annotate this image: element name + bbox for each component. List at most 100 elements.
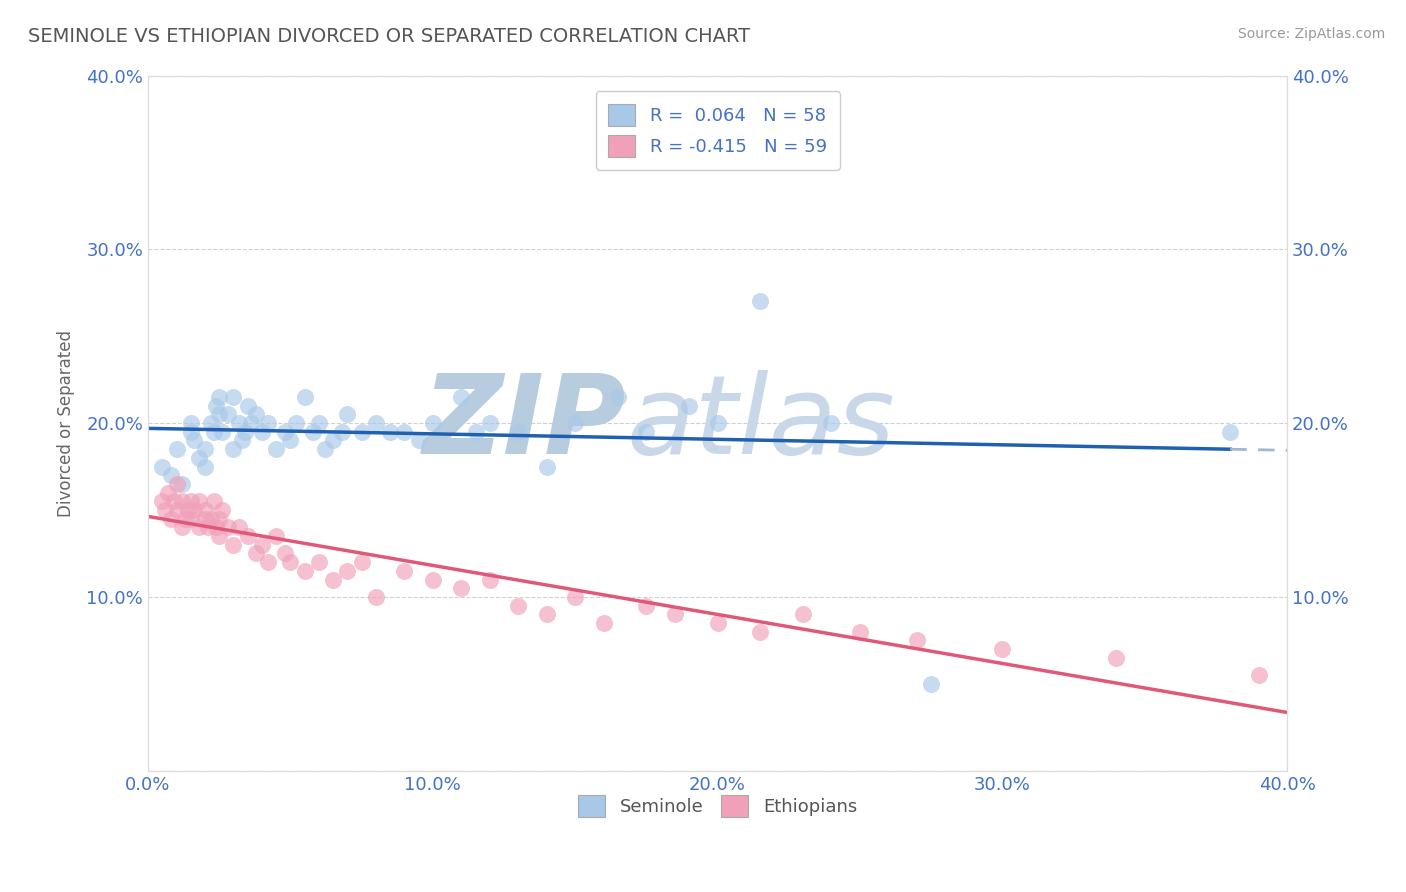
Point: [163, 494, 186, 508]
Point: [202, 425, 225, 439]
Point: [478, 416, 501, 430]
Point: [256, 416, 278, 430]
Point: [194, 503, 217, 517]
Point: [245, 408, 267, 422]
Point: [314, 442, 336, 457]
Point: [322, 434, 344, 448]
Point: [208, 408, 231, 422]
Point: [920, 677, 942, 691]
Point: [991, 642, 1014, 657]
Point: [245, 546, 267, 560]
Point: [197, 520, 219, 534]
Point: [194, 511, 217, 525]
Point: [408, 434, 430, 448]
Point: [180, 425, 202, 439]
Point: [236, 399, 259, 413]
Point: [217, 408, 239, 422]
Point: [394, 564, 416, 578]
Point: [233, 425, 256, 439]
Legend: Seminole, Ethiopians: Seminole, Ethiopians: [571, 788, 865, 824]
Point: [1247, 668, 1270, 682]
Point: [308, 555, 330, 569]
Point: [394, 425, 416, 439]
Point: [706, 416, 728, 430]
Point: [302, 425, 325, 439]
Point: [749, 624, 772, 639]
Point: [330, 425, 353, 439]
Point: [464, 425, 486, 439]
Point: [222, 390, 245, 404]
Point: [273, 546, 295, 560]
Point: [159, 511, 181, 525]
Point: [211, 425, 233, 439]
Point: [166, 477, 188, 491]
Point: [231, 434, 253, 448]
Point: [592, 615, 614, 630]
Point: [177, 503, 200, 517]
Point: [636, 599, 658, 613]
Point: [188, 494, 211, 508]
Point: [364, 590, 387, 604]
Point: [188, 450, 211, 465]
Point: [250, 425, 273, 439]
Point: [792, 607, 814, 622]
Point: [239, 416, 262, 430]
Point: [422, 416, 444, 430]
Point: [664, 607, 686, 622]
Point: [208, 390, 231, 404]
Point: [508, 599, 530, 613]
Point: [508, 425, 530, 439]
Point: [264, 529, 287, 543]
Point: [194, 442, 217, 457]
Point: [564, 590, 586, 604]
Point: [256, 555, 278, 569]
Point: [536, 459, 558, 474]
Point: [285, 416, 308, 430]
Point: [222, 442, 245, 457]
Point: [678, 399, 700, 413]
Point: [205, 399, 228, 413]
Text: atlas: atlas: [627, 369, 896, 476]
Point: [200, 416, 222, 430]
Point: [166, 442, 188, 457]
Text: SEMINOLE VS ETHIOPIAN DIVORCED OR SEPARATED CORRELATION CHART: SEMINOLE VS ETHIOPIAN DIVORCED OR SEPARA…: [28, 27, 751, 45]
Point: [188, 520, 211, 534]
Point: [336, 564, 359, 578]
Point: [150, 494, 173, 508]
Point: [308, 416, 330, 430]
Point: [378, 425, 401, 439]
Point: [228, 416, 250, 430]
Point: [350, 555, 373, 569]
Point: [606, 390, 628, 404]
Point: [280, 555, 302, 569]
Point: [208, 511, 231, 525]
Point: [350, 425, 373, 439]
Point: [536, 607, 558, 622]
Point: [1219, 425, 1241, 439]
Point: [205, 520, 228, 534]
Point: [273, 425, 295, 439]
Point: [180, 416, 202, 430]
Point: [280, 434, 302, 448]
Point: [208, 529, 231, 543]
Point: [294, 564, 316, 578]
Point: [222, 538, 245, 552]
Point: [636, 425, 658, 439]
Point: [820, 416, 842, 430]
Point: [322, 573, 344, 587]
Point: [159, 468, 181, 483]
Point: [478, 573, 501, 587]
Point: [364, 416, 387, 430]
Point: [194, 459, 217, 474]
Point: [422, 573, 444, 587]
Point: [156, 485, 179, 500]
Point: [150, 459, 173, 474]
Point: [264, 442, 287, 457]
Point: [905, 633, 928, 648]
Point: [1105, 650, 1128, 665]
Point: [174, 511, 197, 525]
Point: [166, 503, 188, 517]
Text: ZIP: ZIP: [423, 369, 627, 476]
Point: [172, 494, 194, 508]
Point: [217, 520, 239, 534]
